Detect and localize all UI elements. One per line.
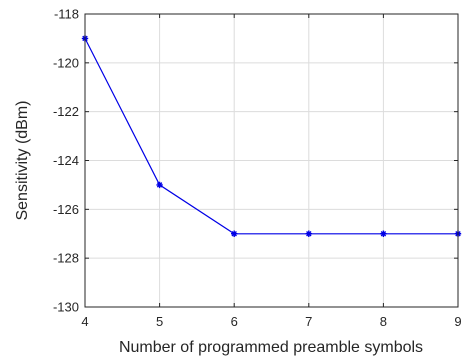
y-axis-label: Sensitivity (dBm) bbox=[14, 100, 31, 220]
x-axis-label: Number of programmed preamble symbols bbox=[119, 339, 423, 356]
data-point-marker bbox=[380, 230, 387, 237]
x-tick-label: 7 bbox=[305, 314, 312, 329]
data-point-marker bbox=[156, 181, 163, 189]
x-tick-label: 8 bbox=[380, 314, 387, 329]
data-point-marker bbox=[231, 230, 238, 237]
series-line bbox=[84, 38, 458, 235]
y-tick-label: -120 bbox=[53, 55, 79, 70]
x-tick-label: 5 bbox=[156, 314, 163, 329]
y-tick-label: -122 bbox=[53, 104, 79, 119]
y-tick-label: -130 bbox=[53, 300, 79, 315]
y-tick-label: -124 bbox=[53, 153, 79, 168]
y-tick-label: -118 bbox=[54, 7, 79, 22]
y-tick-label: -128 bbox=[53, 251, 79, 266]
grid-lines bbox=[85, 14, 458, 307]
ticks bbox=[84, 13, 459, 308]
data-point-marker bbox=[305, 230, 312, 237]
x-tick-label: 6 bbox=[231, 314, 238, 329]
x-tick-label: 9 bbox=[454, 314, 461, 329]
y-tick-label: -126 bbox=[53, 202, 79, 217]
tick-labels: 4 5 6 7 8 9 -130 -128 -126 -124 -122 -120 -118 bbox=[53, 7, 462, 330]
x-tick-label: 4 bbox=[81, 314, 88, 329]
